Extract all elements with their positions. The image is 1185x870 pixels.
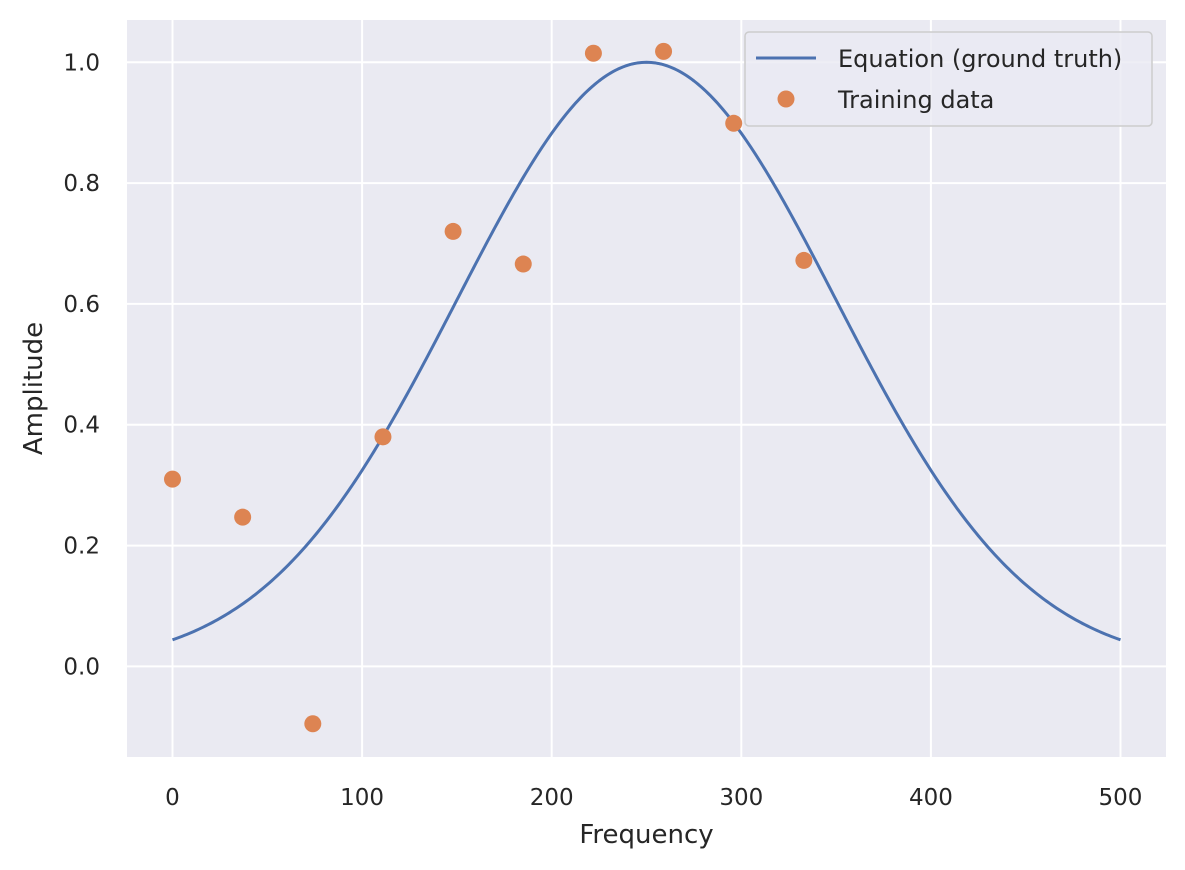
y-axis-label: Amplitude (19, 322, 49, 455)
x-tick-label: 0 (165, 785, 180, 811)
legend-box (744, 31, 1153, 127)
x-tick-label: 500 (1099, 785, 1143, 811)
y-tick-label: 0.0 (63, 654, 100, 680)
legend-label-training-data: Training data (837, 86, 994, 114)
legend-dot-swatch (777, 90, 795, 108)
x-tick-label: 400 (909, 785, 953, 811)
y-tick-label: 0.4 (63, 413, 100, 439)
training-data-point (304, 715, 322, 733)
training-data-point (444, 222, 462, 240)
legend-label-ground-truth: Equation (ground truth) (838, 45, 1122, 73)
points-layer (164, 42, 813, 733)
curve-layer (171, 60, 1122, 642)
training-data-point (374, 428, 392, 446)
plot-background (127, 20, 1166, 757)
y-tick-label: 0.6 (63, 292, 100, 318)
x-tick-label: 200 (530, 785, 574, 811)
ticks: 0 100 200 300 400 500 0.0 0.2 0.4 0.6 0.8 1.0 (63, 50, 1142, 811)
training-data-point (725, 114, 743, 132)
y-tick-label: 0.8 (63, 171, 100, 197)
training-data-point (514, 255, 532, 273)
training-data-point (655, 42, 673, 60)
x-tick-label: 100 (340, 785, 384, 811)
x-tick-label: 300 (719, 785, 763, 811)
training-data-point (795, 251, 813, 269)
ground-truth-line (171, 60, 1122, 642)
grid (127, 20, 1166, 757)
training-data-point (234, 508, 252, 526)
training-data-point (164, 470, 182, 488)
y-tick-label: 1.0 (63, 50, 100, 76)
x-axis-label: Frequency (579, 820, 713, 850)
legend: Equation (ground truth) Training data (744, 31, 1153, 127)
y-tick-label: 0.2 (63, 534, 100, 560)
training-data-point (584, 44, 602, 62)
